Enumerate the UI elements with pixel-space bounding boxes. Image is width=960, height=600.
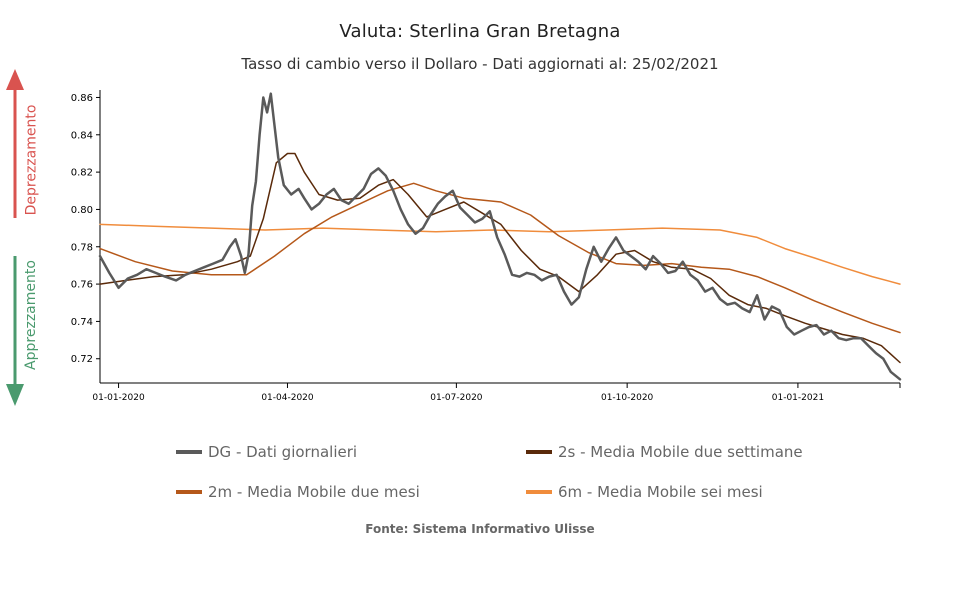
- chart-axes: 0.72 0.74 0.76 0.78 0.80 0.82 0.84 0.86 01-01-20…: [71, 90, 901, 403]
- legend-label-two-months: 2m - Media Mobile due mesi: [208, 483, 420, 501]
- legend-item-daily: DG - Dati giornalieri: [176, 442, 357, 462]
- legend-swatch-daily: [176, 450, 202, 454]
- x-tick-label: 01-07-2020: [430, 393, 483, 403]
- depreciation-label: Deprezzamento: [22, 104, 39, 216]
- y-tick-label: 0.86: [71, 93, 93, 104]
- legend-swatch-two-weeks: [526, 450, 552, 454]
- series-line-six-months: [99, 223, 901, 285]
- legend-item-two-weeks: 2s - Media Mobile due settimane: [526, 442, 803, 462]
- y-tick-label: 0.82: [71, 168, 93, 179]
- legend-swatch-two-months: [176, 490, 202, 494]
- y-tick-label: 0.72: [71, 354, 93, 365]
- legend-item-two-months: 2m - Media Mobile due mesi: [176, 482, 420, 502]
- legend-swatch-six-months: [526, 490, 552, 494]
- legend-label-six-months: 6m - Media Mobile sei mesi: [558, 483, 763, 501]
- series-line-two-months: [99, 182, 901, 334]
- x-tick-label: 01-04-2020: [261, 393, 314, 403]
- chart-subtitle: Tasso di cambio verso il Dollaro - Dati …: [241, 55, 719, 73]
- legend-label-daily: DG - Dati giornalieri: [208, 443, 358, 461]
- series-line-daily: [98, 92, 902, 381]
- x-tick-label: 01-01-2021: [772, 393, 824, 403]
- depreciation-arrow: [6, 69, 24, 218]
- series-line-two-weeks: [99, 152, 901, 364]
- x-tick-label: 01-10-2020: [601, 393, 654, 403]
- y-tick-label: 0.76: [71, 280, 93, 291]
- legend-label-two-weeks: 2s - Media Mobile due settimane: [558, 443, 803, 461]
- y-tick-label: 0.84: [71, 130, 93, 141]
- chart-lines: [98, 92, 902, 381]
- y-tick-label: 0.80: [71, 205, 93, 216]
- x-tick-label: 01-01-2020: [92, 393, 145, 403]
- chart-title: Valuta: Sterlina Gran Bretagna: [339, 21, 621, 42]
- y-tick-label: 0.78: [71, 242, 93, 253]
- y-tick-label: 0.74: [71, 317, 93, 328]
- appreciation-arrow: [6, 256, 24, 406]
- appreciation-label: Apprezzamento: [22, 260, 39, 370]
- source-note: Fonte: Sistema Informativo Ulisse: [365, 522, 595, 536]
- legend-item-six-months: 6m - Media Mobile sei mesi: [526, 482, 763, 502]
